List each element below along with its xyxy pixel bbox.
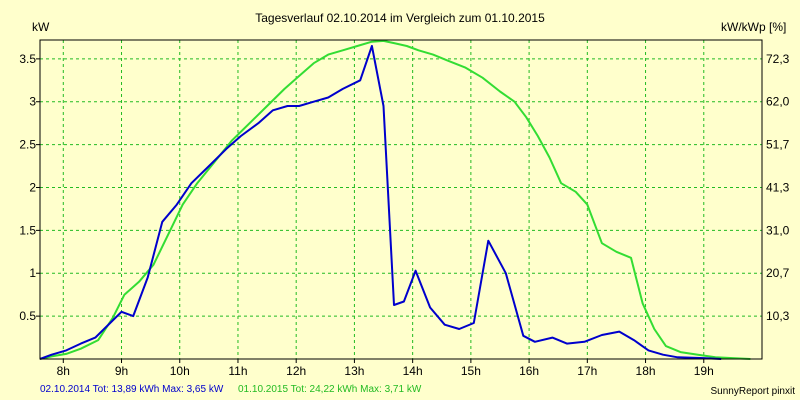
y2-tick-label: 20,7 bbox=[766, 266, 790, 280]
y-tick-label: 3 bbox=[29, 95, 36, 109]
y-tick-label: 3.5 bbox=[19, 52, 36, 66]
x-tick-label: 18h bbox=[636, 364, 656, 378]
y2-tick-label: 41,3 bbox=[766, 180, 790, 194]
x-tick-label: 16h bbox=[519, 364, 539, 378]
y2-tick-label: 72,3 bbox=[766, 52, 790, 66]
y-tick-label: 1.5 bbox=[19, 223, 36, 237]
x-tick-label: 8h bbox=[57, 364, 70, 378]
plot-frame bbox=[39, 39, 763, 360]
y-tick-label: 0.5 bbox=[19, 309, 36, 323]
y-axis-label: kW bbox=[32, 20, 50, 34]
axis-ticks: 8h 9h 10h 11h 12h 13h 14h 15h 16h 17h 18h 19h 0.5 10,… bbox=[19, 52, 789, 378]
x-tick-label: 13h bbox=[344, 364, 364, 378]
brand-label: SunnyReport pinxit bbox=[711, 386, 796, 397]
y-tick-label: 2 bbox=[29, 180, 36, 194]
chart-title: Tagesverlauf 02.10.2014 im Vergleich zum… bbox=[255, 11, 545, 25]
grid bbox=[40, 40, 762, 359]
x-tick-label: 17h bbox=[577, 364, 597, 378]
legend-series-1: 02.10.2014 Tot: 13,89 kWh Max: 3,65 kW bbox=[40, 384, 224, 395]
x-tick-label: 15h bbox=[461, 364, 481, 378]
y2-tick-label: 31,0 bbox=[766, 223, 790, 237]
x-tick-label: 11h bbox=[228, 364, 247, 378]
series-line-2 bbox=[39, 39, 751, 360]
series-layer bbox=[39, 39, 751, 360]
y-tick-label: 2.5 bbox=[19, 138, 36, 152]
y2-axis-label: kW/kWp [%] bbox=[721, 20, 786, 34]
x-tick-label: 9h bbox=[115, 364, 128, 378]
y2-tick-label: 51,7 bbox=[766, 138, 790, 152]
x-tick-label: 10h bbox=[170, 364, 190, 378]
x-tick-label: 14h bbox=[403, 364, 423, 378]
x-tick-label: 12h bbox=[286, 364, 306, 378]
y-tick-label: 1 bbox=[29, 266, 36, 280]
x-tick-label: 19h bbox=[694, 364, 714, 378]
y2-tick-label: 10,3 bbox=[766, 309, 790, 323]
legend-series-2: 01.10.2015 Tot: 24,22 kWh Max: 3,71 kW bbox=[238, 384, 422, 395]
y2-tick-label: 62,0 bbox=[766, 95, 790, 109]
series-line-1 bbox=[39, 45, 722, 360]
